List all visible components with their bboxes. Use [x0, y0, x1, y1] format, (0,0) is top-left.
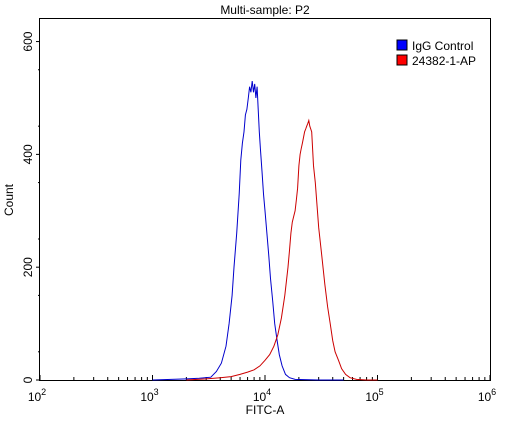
legend-item-24382-1-ap: 24382-1-AP [396, 54, 476, 68]
y-axis-label: Count [2, 183, 16, 216]
series-line-igg-control [152, 80, 344, 381]
legend-label-24382-1-ap: 24382-1-AP [412, 54, 476, 68]
x-tick-label: 106 [478, 387, 496, 404]
series-layer [152, 80, 378, 381]
legend-item-igg-control: IgG Control [396, 39, 473, 53]
y-axis: 0 200 400 600 [21, 31, 40, 383]
x-tick-label: 102 [28, 387, 46, 404]
legend-swatch-24382-1-ap [396, 54, 408, 66]
plot-frame [39, 18, 491, 381]
y-tick-label: 200 [21, 257, 35, 277]
x-axis: 102 103 104 105 106 [28, 375, 496, 404]
legend-swatch-igg-control [396, 39, 408, 51]
series-line-24382-1-ap [186, 118, 378, 381]
x-axis-label: FITC-A [246, 403, 285, 417]
chart-title: Multi-sample: P2 [220, 3, 310, 17]
legend: IgG Control 24382-1-AP [396, 39, 476, 68]
x-tick-label: 105 [365, 387, 383, 404]
x-tick-label: 103 [140, 387, 158, 404]
y-tick-label: 400 [21, 144, 35, 164]
y-tick-label: 0 [21, 376, 35, 383]
x-tick-label: 104 [253, 387, 271, 404]
y-tick-label: 600 [21, 31, 35, 51]
legend-label-igg-control: IgG Control [412, 39, 473, 53]
